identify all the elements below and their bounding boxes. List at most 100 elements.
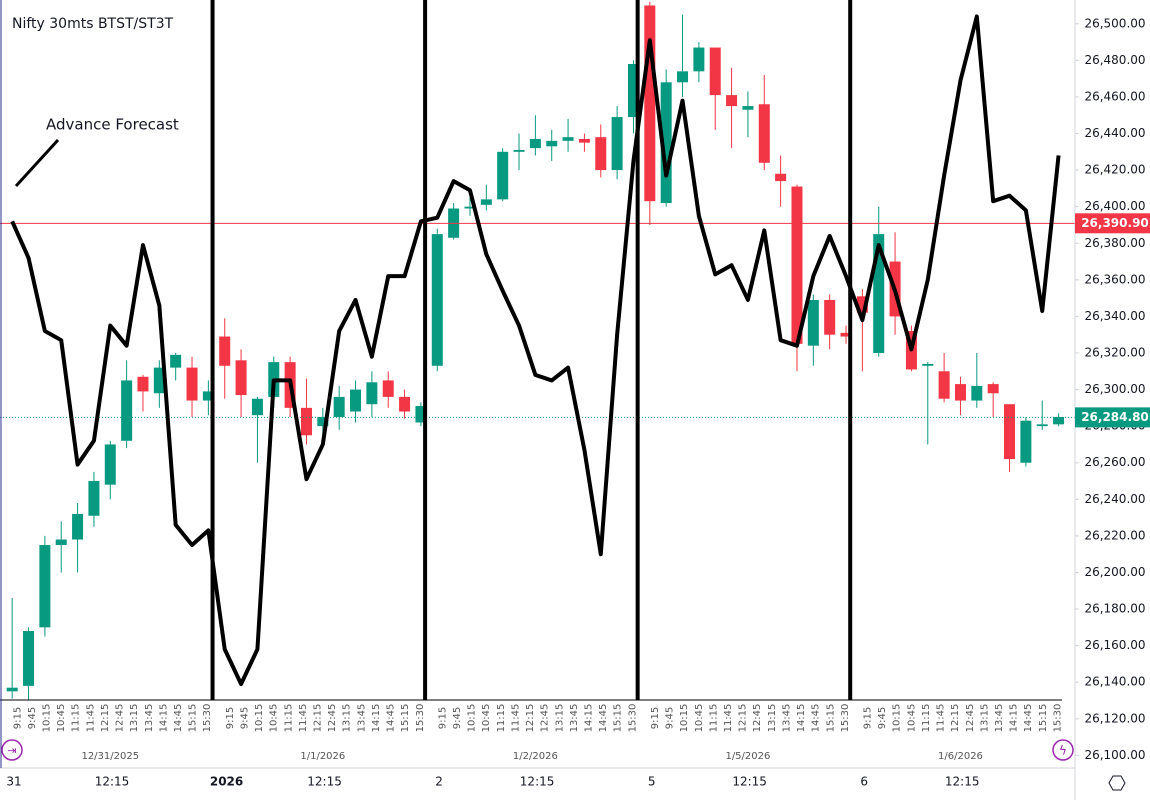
time-label: 10:45 [906, 704, 917, 733]
y-tick-label: 26,240.00 [1084, 492, 1145, 506]
bottom-axis-label: 12:15 [520, 775, 555, 789]
time-label: 12:45 [752, 704, 763, 733]
candle-body [6, 687, 18, 692]
bottom-axis-label: 31 [6, 775, 21, 789]
time-label: 10:45 [694, 704, 705, 733]
candle-body [546, 140, 558, 147]
time-label: 12:15 [313, 704, 324, 733]
candle-body [775, 173, 787, 182]
time-label: 13:45 [569, 704, 580, 733]
settings-icon[interactable] [1108, 775, 1126, 791]
time-label: 10:15 [42, 704, 53, 733]
candle-body [660, 82, 672, 204]
candle-body [186, 367, 198, 401]
candle-body [709, 47, 721, 96]
date-label: 1/6/2026 [938, 751, 983, 762]
time-label: 15:30 [202, 704, 213, 733]
time-label: 11:45 [723, 704, 734, 733]
time-label: 10:45 [269, 704, 280, 733]
candle-body [219, 336, 231, 366]
time-label: 14:15 [584, 704, 595, 733]
candle-body [350, 389, 362, 412]
time-label: 13:15 [979, 704, 990, 733]
candle-body [1053, 417, 1065, 425]
time-label: 15:15 [188, 704, 199, 733]
bottom-axis-label: 6 [860, 775, 868, 789]
time-label: 9:45 [239, 707, 250, 729]
bottom-axis-label: 5 [648, 775, 656, 789]
candle-body [170, 354, 182, 368]
date-label: 1/1/2026 [300, 751, 345, 762]
price-label-box [1075, 407, 1150, 428]
time-label: 12:15 [738, 704, 749, 733]
y-tick-label: 26,500.00 [1084, 16, 1145, 30]
candle-body [1004, 404, 1016, 460]
bottom-axis-label: 12:15 [732, 775, 767, 789]
candle-body [595, 137, 607, 171]
time-label: 9:15 [863, 707, 874, 729]
y-tick-label: 26,320.00 [1084, 345, 1145, 359]
candle-body [415, 406, 427, 423]
time-label: 14:15 [796, 704, 807, 733]
y-tick-label: 26,440.00 [1084, 126, 1145, 140]
y-tick-label: 26,220.00 [1084, 528, 1145, 542]
candle-body [366, 382, 378, 405]
time-label: 14:45 [598, 704, 609, 733]
annotation: Advance Forecast [46, 116, 179, 134]
bottom-axis-label: 2026 [210, 775, 243, 789]
candle-body [55, 539, 67, 546]
time-label: 14:45 [1023, 704, 1034, 733]
price-label: 26,284.80 [1081, 410, 1149, 424]
candle-body [758, 104, 770, 163]
candle-body [23, 630, 35, 686]
candle-body [677, 71, 689, 83]
time-label: 15:30 [415, 704, 426, 733]
annotation-arrow [14, 138, 60, 188]
candle-body [791, 186, 803, 344]
time-label: 11:45 [85, 704, 96, 733]
time-label: 11:15 [283, 704, 294, 733]
y-tick-label: 26,180.00 [1084, 602, 1145, 616]
y-tick-label: 26,400.00 [1084, 199, 1145, 213]
time-label: 13:45 [994, 704, 1005, 733]
candle-body [807, 299, 819, 346]
candle-body [382, 380, 394, 397]
plot-area [0, 0, 1075, 701]
y-tick-label: 26,460.00 [1084, 89, 1145, 103]
candle-body [529, 139, 541, 149]
time-label: 12:45 [327, 704, 338, 733]
y-tick-label: 26,160.00 [1084, 638, 1145, 652]
candle-body [954, 384, 966, 401]
y-tick-label: 26,140.00 [1084, 675, 1145, 689]
candle-body [840, 332, 852, 337]
candle-body [873, 234, 885, 353]
time-label: 15:15 [613, 704, 624, 733]
candle-body [562, 137, 574, 141]
candle-body [938, 371, 950, 399]
candle-body [824, 299, 836, 335]
time-label: 9:15 [437, 707, 448, 729]
bottom-axis-label: 12:15 [945, 775, 980, 789]
time-label: 13:15 [767, 704, 778, 733]
chart-title: Nifty 30mts BTST/ST3T [12, 16, 174, 32]
alert-icon[interactable] [1052, 739, 1074, 761]
candle-body [856, 296, 868, 313]
candle-body [121, 380, 133, 441]
candle-body [611, 117, 623, 171]
candle-body [88, 481, 100, 516]
date-label: 1/2/2026 [513, 751, 558, 762]
bottom-axis-label: 2 [435, 775, 443, 789]
time-label: 11:15 [708, 704, 719, 733]
time-label: 11:45 [936, 704, 947, 733]
date-label: 12/31/2025 [81, 751, 139, 762]
alert-icon-glyph: ϟ [1059, 744, 1067, 758]
candle-body [464, 206, 476, 209]
time-label: 13:15 [342, 704, 353, 733]
time-label: 11:15 [496, 704, 507, 733]
candle-body [644, 5, 656, 202]
time-label: 9:45 [27, 707, 38, 729]
time-label: 10:45 [481, 704, 492, 733]
candle-body [987, 384, 999, 394]
replay-icon[interactable] [1, 739, 23, 761]
time-label: 11:15 [921, 704, 932, 733]
